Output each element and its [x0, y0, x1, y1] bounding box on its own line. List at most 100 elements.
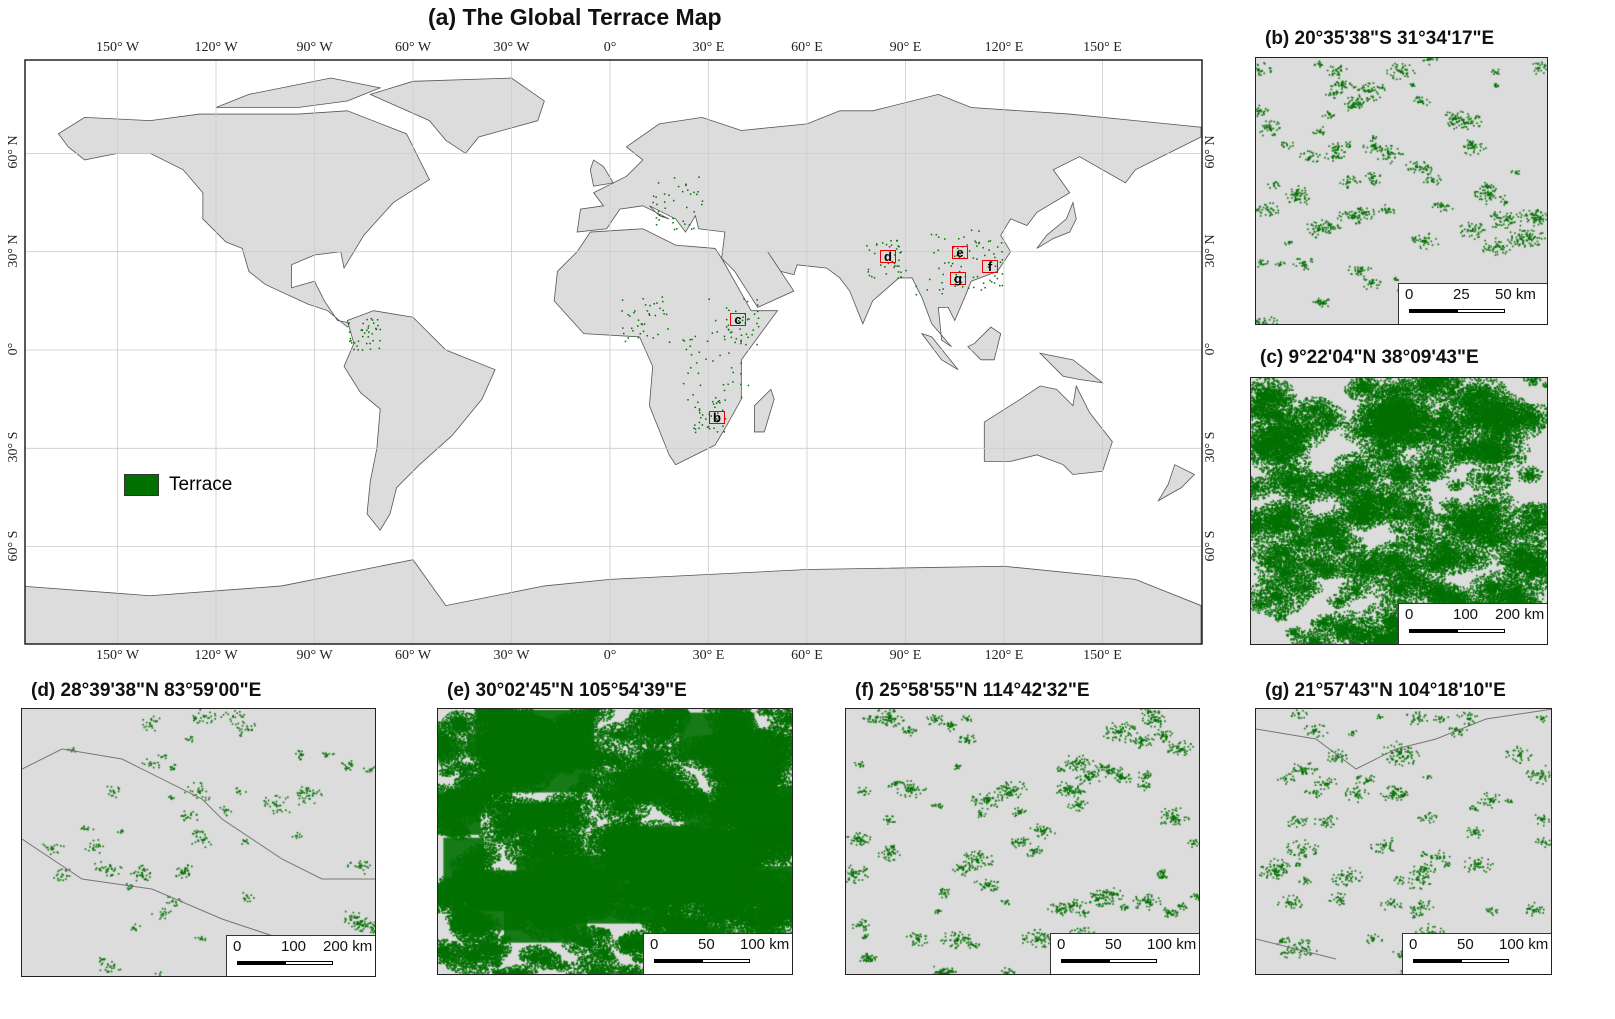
terrace-pixel — [673, 228, 676, 231]
terrace-pixel — [644, 304, 647, 306]
scale-bar-segment — [285, 961, 333, 965]
terrace-pixel — [640, 323, 643, 325]
scale-label: 50 — [1457, 936, 1474, 953]
terrace-pixel — [756, 299, 758, 301]
terrace-pixel — [652, 195, 655, 197]
terrace-pixel — [711, 400, 714, 403]
terrace-pixel — [915, 285, 917, 288]
terrace-pixel — [633, 311, 635, 314]
terrace-pixel — [685, 184, 687, 187]
terrace-pixel — [694, 424, 696, 426]
terrace-pixel — [697, 401, 699, 404]
terrace-pixel — [956, 254, 958, 257]
terrace-pixel — [627, 313, 629, 316]
terrace-pixel — [689, 193, 692, 195]
location-marker-e[interactable]: e — [952, 246, 968, 259]
terrace-pixel — [353, 342, 356, 344]
terrace-pixel — [714, 319, 717, 322]
terrace-pixel — [1001, 251, 1003, 253]
terrace-pixel — [648, 314, 651, 317]
lon-label-bottom: 30° E — [692, 648, 725, 663]
terrace-pixel — [740, 362, 742, 365]
land-madagascar — [754, 388, 775, 433]
terrace-pixel — [739, 328, 741, 330]
terrace-pixel — [643, 323, 646, 325]
terrace-pixel — [691, 338, 693, 341]
location-marker-d[interactable]: d — [880, 250, 896, 263]
terrace-pixel — [725, 307, 728, 309]
terrace-pixel — [693, 427, 695, 429]
terrace-pixel — [710, 415, 713, 417]
terrace-pixel — [367, 327, 369, 329]
scale-bar-segment — [1413, 959, 1461, 963]
terrace-pixel — [375, 328, 378, 331]
location-marker-f[interactable]: f — [982, 260, 998, 273]
terrace-pixel — [377, 324, 379, 327]
terrace-pixel — [701, 414, 704, 416]
lat-label-right: 30° S — [1203, 431, 1218, 463]
terrace-pixel — [701, 200, 704, 202]
terrace-pixel — [756, 310, 759, 313]
terrace-pixel — [742, 316, 744, 318]
terrace-pixel — [732, 371, 734, 374]
terrace-pixel — [890, 244, 893, 246]
lat-label-right: 60° S — [1203, 530, 1218, 562]
location-marker-g[interactable]: g — [950, 272, 966, 285]
terrace-pixel — [695, 362, 698, 364]
location-marker-c[interactable]: c — [730, 313, 746, 326]
scale-bar-segment — [1461, 959, 1509, 963]
terrace-pixel — [707, 425, 710, 428]
terrace-pixel — [905, 269, 907, 272]
terrace-pixel — [701, 203, 703, 206]
terrace-pixel — [724, 418, 727, 420]
terrace-pixel — [365, 342, 368, 345]
terrace-pixel — [697, 372, 700, 375]
terrace-pixel — [379, 328, 382, 331]
terrace-pixel — [732, 381, 734, 383]
terrace-pixel — [689, 338, 691, 341]
terrace-pixel — [698, 427, 700, 430]
scale-bar-segment — [237, 961, 285, 965]
terrace-pixel — [719, 401, 721, 404]
boundary-line — [1256, 709, 1551, 960]
terrace-pixel — [727, 383, 729, 386]
terrace-pixel — [663, 313, 665, 315]
land-australia — [983, 384, 1113, 475]
terrace-pixel — [894, 265, 896, 267]
location-marker-b[interactable]: b — [709, 411, 725, 424]
terrace-pixel — [938, 289, 941, 291]
terrace-pixel — [724, 338, 726, 341]
terrace-pixel — [361, 335, 364, 338]
scale-label: 0 — [1409, 936, 1418, 953]
terrace-pixel — [627, 337, 630, 339]
terrace-pixel — [676, 228, 678, 230]
terrace-pixel — [958, 256, 961, 259]
lon-label-bottom: 0° — [603, 648, 617, 663]
terrace-pixel — [632, 330, 634, 332]
lat-label-left: 60° S — [6, 530, 21, 562]
terrace-pixel — [366, 329, 368, 332]
terrace-pixel — [677, 185, 680, 188]
land-new-zealand — [1157, 464, 1196, 502]
lon-label-bottom: 30° W — [493, 648, 530, 663]
scale-label: 100 — [1453, 606, 1479, 623]
inset-map-f: 0 50 100 km — [845, 708, 1200, 975]
land-north-america — [57, 110, 430, 328]
terrace-pixel — [984, 254, 986, 257]
terrace-pixel — [966, 244, 968, 246]
terrace-pixel — [689, 345, 692, 347]
inset-title-b: (b) 20°35'38"S 31°34'17"E — [1265, 28, 1495, 49]
terrace-pixel — [894, 254, 896, 256]
lat-label-left: 0° — [6, 342, 21, 356]
terrace-pixel — [715, 402, 718, 404]
terrace-pixel — [698, 351, 701, 353]
terrace-pixel — [942, 288, 945, 290]
terrace-pixel — [933, 251, 935, 254]
terrace-pixel — [885, 243, 888, 246]
terrace-pixel — [876, 243, 878, 245]
terrace-pixel — [958, 270, 961, 273]
scale-bar-segment — [1457, 309, 1505, 313]
terrace-pixel — [746, 300, 749, 303]
terrace-pixel — [740, 339, 742, 342]
